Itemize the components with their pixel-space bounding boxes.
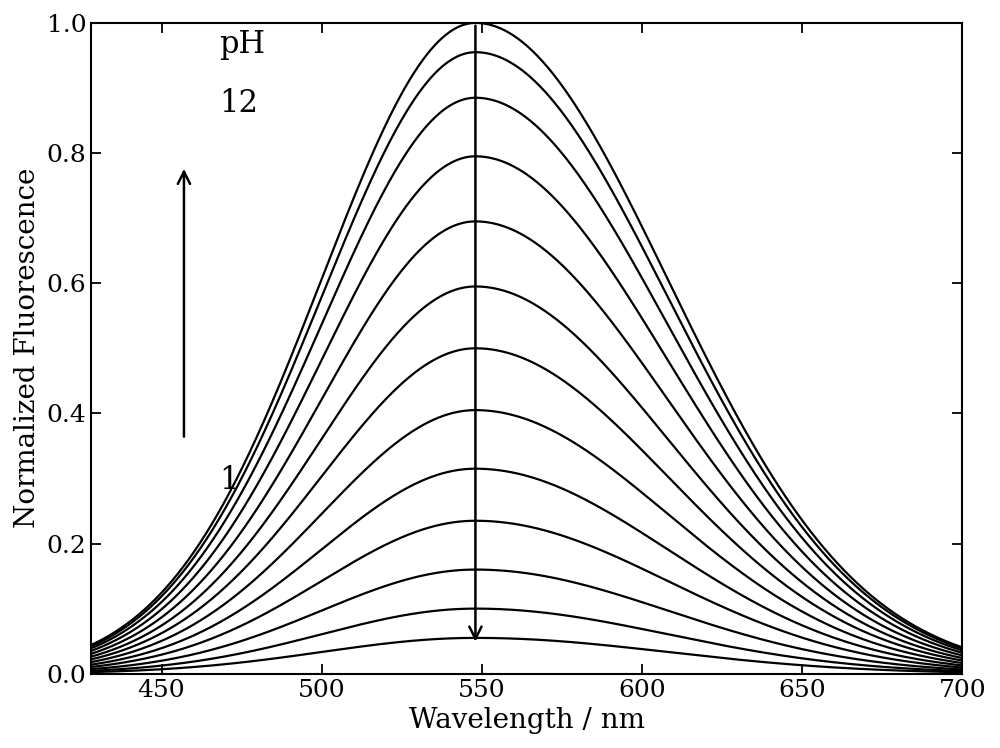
X-axis label: Wavelength / nm: Wavelength / nm [409,707,645,734]
Text: 1: 1 [219,465,239,497]
Y-axis label: Normalized Fluorescence: Normalized Fluorescence [14,168,41,529]
Text: 12: 12 [219,88,258,119]
Text: pH: pH [219,29,265,61]
